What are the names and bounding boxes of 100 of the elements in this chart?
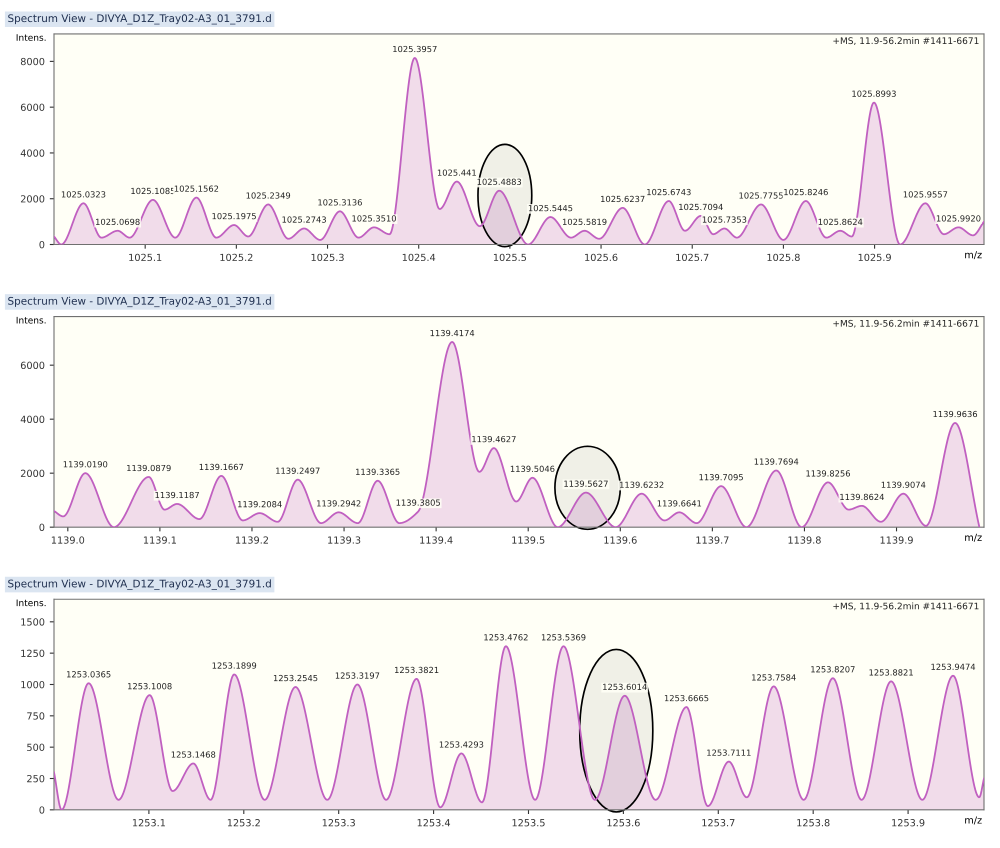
y-tick-label: 6000 [20, 104, 44, 111]
annotation: 1139.6641 [658, 500, 702, 507]
annotation: 1253.3821 [394, 666, 438, 674]
annotation: 1139.5627 [564, 480, 608, 487]
annotation: 1139.3805 [396, 499, 440, 506]
annotation: 1253.8821 [869, 669, 913, 676]
x-tick-label: 1253.4 [418, 819, 450, 826]
x-tick-label: 1025.3 [312, 254, 344, 262]
x-tick-label: 1025.8 [767, 254, 800, 262]
annotation: 1025.441 [438, 169, 476, 176]
annotation: 1253.2545 [274, 674, 318, 682]
annotation: 1253.5369 [542, 634, 586, 640]
x-axis-title: m/z [965, 534, 982, 542]
y-tick-label: 8000 [20, 58, 44, 66]
annotation: 1025.8246 [784, 188, 828, 196]
annotation: +MS, 11.9-56.2min #1411-6671 [833, 320, 979, 328]
annotation: 1139.0879 [127, 464, 171, 472]
y-tick-label: 1250 [21, 650, 44, 657]
annotation: 1253.8207 [811, 666, 855, 672]
y-tick-label: 500 [27, 744, 44, 751]
y-tick-label: 0 [39, 524, 44, 532]
annotation: 1025.6743 [647, 188, 691, 196]
annotation: 1025.2349 [246, 192, 290, 199]
annotation: 1139.1187 [155, 492, 199, 498]
x-tick-label: 1139.3 [328, 536, 360, 544]
annotation: 1139.7694 [754, 458, 798, 465]
y-axis-title: Intens. [16, 34, 46, 41]
annotation: 1139.8624 [840, 494, 884, 500]
annotation: 1139.2497 [276, 468, 320, 474]
y-tick-label: 0 [39, 240, 44, 248]
x-tick-label: 1139.6 [604, 536, 637, 544]
annotation: 1139.2084 [238, 501, 282, 508]
annotation: 1253.9474 [931, 664, 976, 670]
annotation: 1253.4762 [484, 634, 528, 640]
x-tick-label: 1025.7 [676, 254, 708, 262]
annotation: 1253.7111 [707, 749, 751, 756]
annotation: 1139.4174 [430, 330, 474, 336]
x-tick-label: 1139.0 [52, 536, 84, 544]
annotation: +MS, 11.9-56.2min #1411-6671 [833, 37, 979, 45]
x-tick-label: 1025.6 [585, 254, 618, 262]
annotation: 1025.7094 [679, 204, 723, 210]
chart-title: Spectrum View - DIVYA_D1Z_Tray02-A3_01_3791.d [8, 14, 271, 24]
x-tick-label: 1139.4 [420, 536, 453, 544]
annotation: 1025.3136 [318, 199, 362, 206]
x-tick-label: 1025.1 [129, 254, 162, 262]
annotation: 1139.3365 [356, 468, 400, 475]
annotation: 1253.4293 [440, 741, 484, 748]
x-tick-label: 1253.6 [607, 819, 640, 826]
x-tick-label: 1253.7 [702, 819, 734, 826]
x-tick-label: 1253.1 [132, 819, 166, 826]
x-tick-label: 1139.7 [696, 536, 729, 544]
y-tick-label: 2000 [20, 470, 44, 478]
y-tick-label: 750 [27, 712, 44, 720]
annotation: 1025.1975 [212, 212, 256, 220]
annotation: 1025.7353 [702, 216, 746, 223]
annotation: 1139.9636 [933, 410, 978, 418]
annotation: 1025.1562 [174, 186, 218, 192]
x-tick-label: 1253.9 [892, 819, 924, 826]
x-tick-label: 1139.5 [512, 536, 544, 544]
annotation: 1139.2942 [317, 500, 360, 507]
x-tick-label: 1025.2 [220, 254, 252, 262]
x-tick-label: 1253.5 [512, 819, 545, 826]
annotation: 1139.8256 [806, 470, 850, 477]
annotation: 1253.0365 [67, 671, 110, 678]
y-tick-label: 250 [27, 774, 44, 782]
x-tick-label: 1025.4 [402, 254, 436, 262]
y-tick-label: 0 [39, 806, 44, 814]
x-tick-label: 1139.2 [236, 536, 268, 544]
x-tick-label: 1139.1 [144, 536, 176, 544]
annotation: 1025.5819 [562, 218, 606, 225]
y-tick-label: 1500 [21, 618, 44, 626]
x-tick-label: 1139.8 [788, 536, 821, 544]
annotation: 1139.4627 [472, 436, 516, 442]
annotation: 1139.1667 [200, 464, 244, 470]
annotation: 1025.4883 [478, 178, 522, 185]
chart-title: Spectrum View - DIVYA_D1Z_Tray02-A3_01_3791.d [8, 579, 271, 590]
x-tick-label: 1253.3 [322, 819, 355, 826]
annotation: 1025.0698 [96, 218, 140, 225]
annotation: 1139.9074 [882, 482, 926, 488]
x-tick-label: 1025.5 [494, 254, 526, 262]
annotation: 1025.1085 [131, 188, 175, 194]
annotation: 1025.7755 [739, 192, 783, 199]
y-tick-label: 4000 [20, 149, 44, 157]
annotation: 1025.3957 [393, 46, 437, 52]
y-tick-label: 4000 [20, 416, 44, 424]
x-axis-title: m/z [965, 816, 982, 824]
y-axis-title: Intens. [16, 600, 46, 606]
y-tick-label: 1000 [21, 680, 44, 688]
annotation: 1253.1899 [212, 662, 256, 669]
annotation: 1025.6237 [601, 196, 644, 202]
annotation: 1025.5445 [528, 204, 572, 212]
annotation: 1025.9920 [936, 215, 980, 222]
x-axis-title: m/z [965, 251, 982, 260]
annotation: 1253.6014 [603, 684, 647, 690]
y-tick-label: 2000 [20, 195, 44, 203]
x-tick-label: 1025.9 [858, 254, 891, 262]
annotation: 1253.3197 [336, 672, 380, 679]
y-axis-title: Intens. [16, 316, 46, 324]
annotation: 1025.0323 [62, 191, 106, 198]
annotation: 1253.1468 [172, 751, 216, 758]
